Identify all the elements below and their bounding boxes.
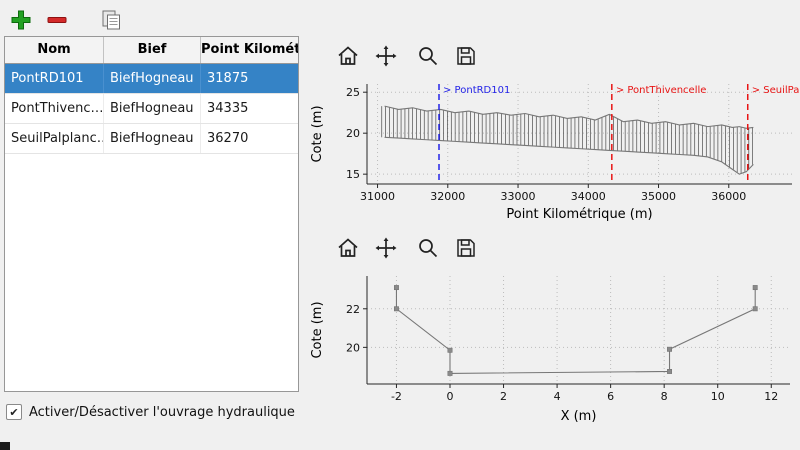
column-header-bief[interactable]: Bief — [104, 37, 201, 63]
table-row[interactable]: SeuilPalplanc… BiefHogneau 36270 — [5, 124, 298, 154]
svg-text:31000: 31000 — [360, 190, 395, 203]
table-header: Nom Bief Point Kilométrique — [5, 37, 298, 64]
home-icon — [338, 238, 358, 257]
pan-icon — [375, 237, 397, 259]
svg-text:Cote (m): Cote (m) — [310, 105, 325, 162]
charts-panel: 31000 32000 33000 34000 35000 36000 15 20 25 > Po… — [303, 36, 800, 450]
plus-icon — [11, 10, 31, 30]
table-cell[interactable]: BiefHogneau — [104, 64, 201, 93]
svg-text:34000: 34000 — [571, 190, 606, 203]
add-button[interactable] — [8, 7, 34, 33]
table-cell[interactable]: BiefHogneau — [104, 94, 201, 123]
save-button[interactable] — [453, 235, 479, 261]
save-icon — [457, 239, 475, 257]
table-cell[interactable]: 34335 — [207, 101, 249, 116]
svg-text:6: 6 — [607, 390, 614, 403]
activate-structure-checkbox[interactable]: Activer/Désactiver l'ouvrage hydraulique — [4, 392, 299, 432]
svg-text:20: 20 — [346, 341, 360, 354]
main-toolbar — [0, 0, 800, 36]
svg-text:25: 25 — [346, 86, 360, 99]
column-header-nom[interactable]: Nom — [5, 37, 104, 63]
home-icon — [338, 46, 358, 65]
save-icon — [457, 47, 475, 65]
pan-button[interactable] — [373, 235, 399, 261]
svg-text:35000: 35000 — [641, 190, 676, 203]
table-cell[interactable]: BiefHogneau — [104, 124, 201, 153]
home-button[interactable] — [335, 43, 361, 69]
svg-text:0: 0 — [446, 390, 453, 403]
svg-text:22: 22 — [346, 303, 360, 316]
table-body: PontRD101 BiefHogneau 31875 PontThivenc… Bie… — [5, 64, 298, 154]
svg-text:36000: 36000 — [711, 190, 746, 203]
table-row[interactable]: PontThivenc… BiefHogneau 34335 — [5, 94, 298, 124]
svg-text:Point Kilométrique (m): Point Kilométrique (m) — [506, 207, 652, 222]
home-button[interactable] — [335, 235, 361, 261]
svg-text:15: 15 — [346, 168, 360, 181]
column-header-point-kilometrique[interactable]: Point Kilométrique — [201, 42, 298, 57]
pan-icon — [375, 45, 397, 67]
svg-text:Cote (m): Cote (m) — [310, 301, 325, 358]
svg-text:32000: 32000 — [430, 190, 465, 203]
svg-text:> PontThivencelle: > PontThivencelle — [616, 85, 707, 96]
cross-section-chart-block: -2 0 2 4 6 8 10 12 20 22 X (m) Cote (m) — [305, 228, 800, 430]
checkbox-icon[interactable] — [6, 404, 22, 420]
svg-text:-2: -2 — [391, 390, 402, 403]
zoom-icon — [419, 47, 438, 66]
duplicate-button[interactable] — [98, 7, 124, 33]
svg-text:> PontRD101: > PontRD101 — [443, 85, 510, 96]
profile-chart-block: 31000 32000 33000 34000 35000 36000 15 20 25 > Po… — [305, 36, 800, 228]
svg-text:8: 8 — [661, 390, 668, 403]
left-panel: Nom Bief Point Kilométrique PontRD101Bie… — [0, 36, 303, 450]
structures-table: Nom Bief Point Kilométrique PontRD101Bie… — [4, 36, 299, 392]
zoom-button[interactable] — [415, 235, 441, 261]
copy-icon — [102, 10, 120, 30]
svg-text:12: 12 — [764, 390, 778, 403]
table-cell[interactable]: PontRD101 — [5, 64, 104, 93]
pan-button[interactable] — [373, 43, 399, 69]
svg-text:33000: 33000 — [501, 190, 536, 203]
profile-chart[interactable]: 31000 32000 33000 34000 35000 36000 15 20 25 > Po… — [305, 70, 800, 228]
svg-text:20: 20 — [346, 127, 360, 140]
svg-text:10: 10 — [711, 390, 725, 403]
svg-text:2: 2 — [500, 390, 507, 403]
zoom-icon — [419, 239, 438, 258]
profile-chart-toolbar — [305, 36, 800, 70]
table-cell[interactable]: 36270 — [207, 131, 249, 146]
cross-section-chart-toolbar — [305, 228, 800, 262]
save-button[interactable] — [453, 43, 479, 69]
svg-text:> SeuilPalplanches: > SeuilPalplanches — [752, 85, 800, 96]
table-cell[interactable]: 31875 — [207, 71, 249, 86]
svg-text:X (m): X (m) — [561, 409, 597, 424]
remove-button[interactable] — [44, 7, 70, 33]
resize-grip[interactable] — [0, 442, 10, 450]
table-cell[interactable]: PontThivenc… — [5, 94, 104, 123]
svg-text:4: 4 — [554, 390, 561, 403]
cross-section-chart[interactable]: -2 0 2 4 6 8 10 12 20 22 X (m) Cote (m) — [305, 262, 800, 430]
table-cell[interactable]: SeuilPalplanc… — [5, 124, 104, 153]
main-area: Nom Bief Point Kilométrique PontRD101Bie… — [0, 36, 800, 450]
minus-icon — [47, 17, 67, 23]
checkbox-label: Activer/Désactiver l'ouvrage hydraulique — [29, 404, 295, 420]
zoom-button[interactable] — [415, 43, 441, 69]
table-row[interactable]: PontRD101 BiefHogneau 31875 — [5, 64, 298, 94]
